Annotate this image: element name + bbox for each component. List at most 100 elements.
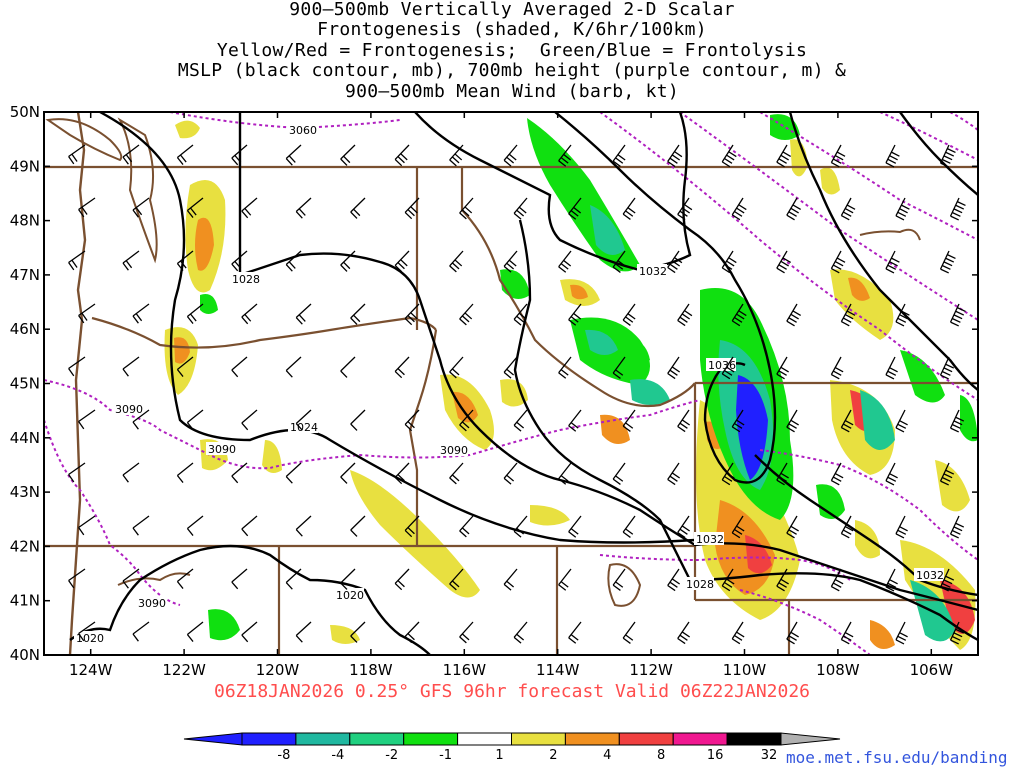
height-contour (169, 112, 401, 130)
colorbar-label: 8 (657, 748, 665, 763)
wind-barb (786, 621, 799, 645)
wind-barb (721, 462, 735, 486)
wind-barb (840, 303, 856, 327)
colorbar-segment (511, 732, 566, 746)
id-mt-border (460, 167, 696, 408)
wind-barb (830, 356, 844, 380)
wind-barb (721, 356, 735, 380)
wind-barb (612, 462, 626, 485)
contour-labels: 1028 1032 1036 1024 1032 1028 1032 1020 … (76, 124, 944, 645)
wind-barb (513, 303, 528, 326)
wind-barb (78, 515, 96, 536)
wind-barb (776, 462, 789, 486)
lake-tahoe (117, 572, 191, 586)
wind-barb (350, 409, 366, 431)
lat-label: 46N (10, 320, 40, 338)
wind-barb (394, 144, 410, 167)
flys-blob (208, 609, 240, 641)
wind-barb (731, 515, 745, 539)
wind-barb (350, 197, 366, 219)
fgen-blob (530, 505, 570, 526)
wind-barb (949, 621, 965, 645)
wind-barb (677, 621, 691, 645)
wind-barb (176, 356, 194, 377)
wind-barb (731, 409, 745, 433)
flys-blob (630, 379, 670, 405)
wind-barb (776, 356, 789, 380)
wind-barb (939, 250, 956, 274)
wind-barb (503, 568, 518, 591)
lat-label: 41N (10, 592, 40, 610)
coastline (68, 112, 87, 655)
colorbar-label: 1 (495, 748, 503, 763)
vancouver-island (45, 118, 123, 162)
wind-barb (186, 303, 204, 324)
wind-barb (558, 356, 572, 379)
wind-barb (231, 250, 248, 272)
wind-barb (840, 515, 854, 539)
mslp-label: 1020 (336, 589, 364, 602)
wind-barb (394, 462, 410, 485)
mslp-label: 1032 (639, 265, 667, 278)
wind-barb (285, 568, 302, 590)
mslp-contour (238, 112, 978, 612)
wind-barb (295, 621, 312, 643)
wind-barb (68, 462, 86, 483)
wind-barb (558, 462, 572, 485)
wind-barb (776, 250, 792, 274)
wind-barb (731, 197, 747, 221)
wind-barb (78, 409, 96, 430)
wind-barb (459, 197, 474, 220)
wind-barb (449, 250, 464, 273)
lat-label: 42N (10, 537, 40, 555)
wind-barb (78, 303, 96, 324)
fgen-blob (870, 620, 895, 649)
wind-barb (449, 356, 464, 379)
wind-barb (186, 621, 204, 642)
height-contour (679, 112, 978, 321)
wind-barb (949, 197, 966, 221)
wind-barb (895, 409, 908, 433)
wind-barb (622, 621, 636, 644)
wind-barb (513, 197, 528, 220)
wind-barb (513, 621, 528, 644)
wind-barb (612, 356, 626, 379)
or-id-border (408, 329, 438, 546)
wind-barb (939, 568, 955, 592)
wind-barb (786, 409, 799, 433)
flys-blob (816, 484, 845, 519)
lat-label: 43N (10, 483, 40, 501)
wind-barb (667, 250, 683, 274)
wind-barb (830, 250, 846, 274)
wind-barb (350, 515, 366, 537)
wind-barb (558, 568, 572, 591)
height-contour (759, 449, 978, 561)
height-contour (44, 379, 701, 470)
lat-label: 48N (10, 212, 40, 230)
wind-barb (721, 250, 737, 274)
wind-barb (776, 568, 789, 592)
wind-barb (939, 144, 956, 168)
fgen-blob (570, 284, 588, 300)
wind-barb (394, 568, 410, 591)
forecast-valid-text: 06Z18JAN2026 0.25° GFS 96hr forecast Val… (213, 681, 811, 702)
wind-barb (285, 250, 302, 272)
fort-peck (859, 228, 921, 241)
wind-barb (122, 356, 140, 377)
flys-blob (860, 390, 895, 450)
colorbar-label: 32 (761, 748, 778, 763)
fgen-blob (940, 580, 975, 634)
wind-barb (568, 197, 582, 220)
mslp-label: 1028 (232, 273, 260, 286)
wind-barb (786, 515, 799, 539)
title-line-2: Frontogenesis (shaded, K/6hr/100km) (317, 19, 707, 40)
axis-ticks (44, 111, 978, 656)
wind-barb (885, 462, 898, 486)
wind-barb (285, 144, 302, 166)
wind-barb (667, 462, 681, 486)
colorbar-low-arrow (183, 732, 243, 746)
colorbar-label: 16 (707, 748, 724, 763)
wind-barb (721, 568, 735, 592)
lat-label: 50N (10, 103, 40, 121)
fgen-blob (820, 167, 840, 195)
